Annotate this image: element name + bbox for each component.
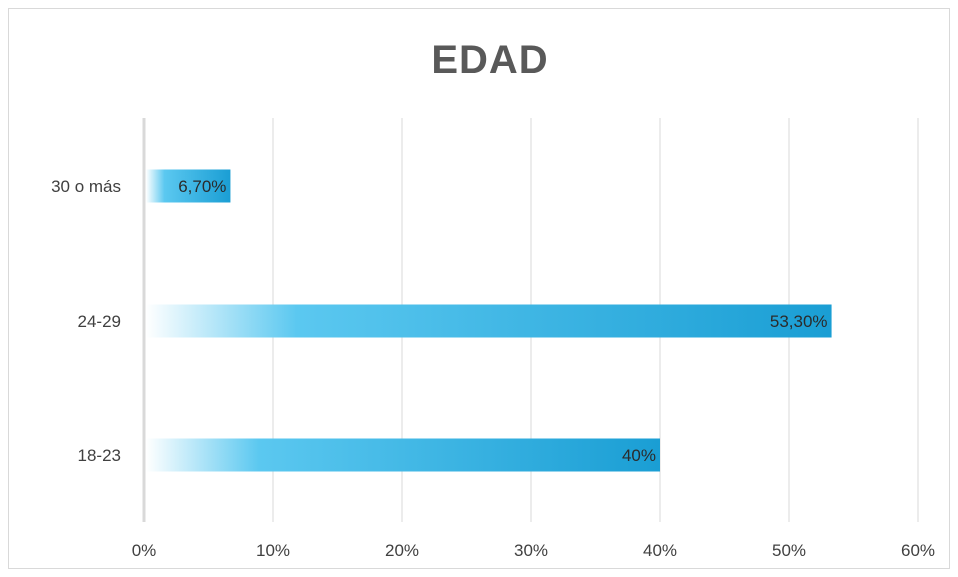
- bar-30-o-más: [146, 169, 231, 203]
- chart-title: EDAD: [431, 38, 548, 82]
- y-tick-label: 30 o más: [51, 177, 121, 196]
- bars: [146, 169, 832, 472]
- data-labels: 40% 53,30% 6,70%: [178, 177, 827, 465]
- x-tick-label: 10%: [256, 541, 290, 560]
- y-tick-label: 18-23: [78, 446, 121, 465]
- data-label: 6,70%: [178, 177, 226, 196]
- data-label: 40%: [622, 446, 656, 465]
- bar-18-23: [146, 438, 660, 472]
- y-tick-label: 24-29: [78, 312, 121, 331]
- x-tick-label: 40%: [643, 541, 677, 560]
- chart-frame: [8, 8, 950, 569]
- data-label: 53,30%: [770, 312, 828, 331]
- y-axis-labels: 18-23 24-29 30 o más: [51, 177, 121, 465]
- x-axis-labels: 0% 10% 20% 30% 40% 50% 60%: [132, 541, 935, 560]
- x-tick-label: 20%: [385, 541, 419, 560]
- bar-24-29: [146, 304, 832, 338]
- x-tick-label: 50%: [772, 541, 806, 560]
- x-tick-label: 60%: [901, 541, 935, 560]
- x-tick-label: 30%: [514, 541, 548, 560]
- x-tick-label: 0%: [132, 541, 157, 560]
